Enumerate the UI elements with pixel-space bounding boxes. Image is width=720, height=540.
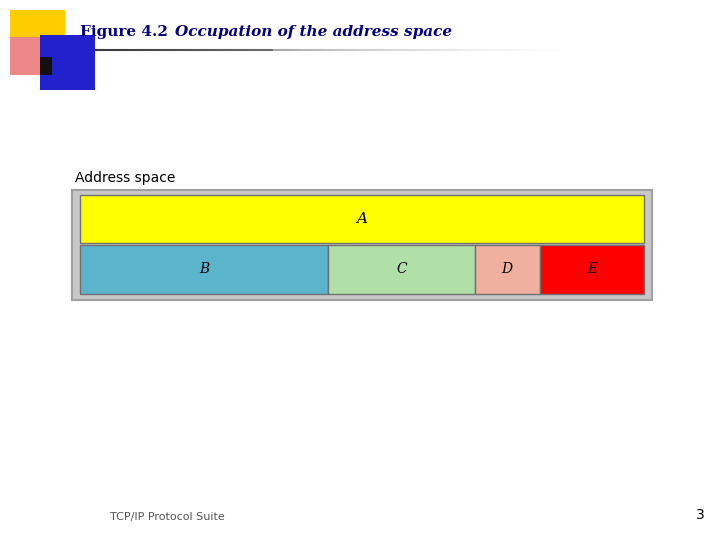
Bar <box>328 245 474 294</box>
Text: TCP/IP Protocol Suite: TCP/IP Protocol Suite <box>110 512 225 522</box>
Text: Occupation of the address space: Occupation of the address space <box>175 25 452 39</box>
Text: C: C <box>396 262 407 276</box>
Bar <box>80 245 328 294</box>
Bar <box>40 57 52 75</box>
Text: E: E <box>587 262 597 276</box>
Text: D: D <box>502 262 513 276</box>
Bar <box>40 35 95 90</box>
Text: Figure 4.2: Figure 4.2 <box>80 25 168 39</box>
Bar <box>80 194 644 243</box>
Bar <box>72 190 652 300</box>
Text: B: B <box>199 262 210 276</box>
Text: 3: 3 <box>696 508 705 522</box>
Bar <box>540 245 644 294</box>
Bar <box>10 37 48 75</box>
Bar <box>10 10 65 60</box>
Text: A: A <box>356 212 367 226</box>
Bar <box>474 245 540 294</box>
Text: Address space: Address space <box>75 171 176 185</box>
